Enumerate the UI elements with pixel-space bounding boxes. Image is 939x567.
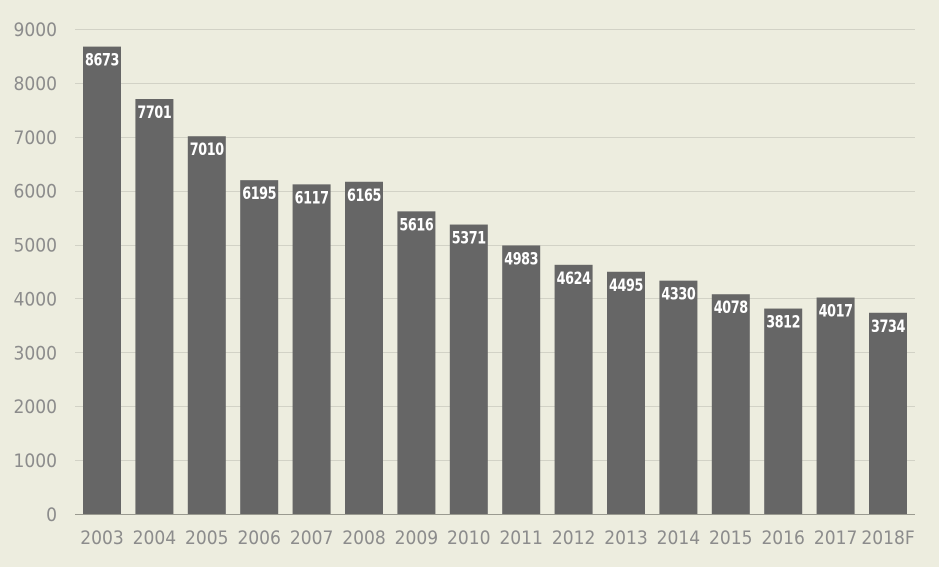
x-tick-label: 2011 [499,527,543,549]
x-tick-label: 2005 [185,527,229,549]
x-tick-label: 2010 [447,527,491,549]
bar-2015 [711,294,750,514]
bar-value-label: 5616 [399,215,433,235]
x-tick-label: 2008 [342,527,386,549]
bars [83,46,907,515]
x-tick-label: 2007 [290,527,334,549]
bar-2006 [240,180,279,515]
y-tick-label: 1000 [14,450,58,472]
bar-2017 [816,297,855,514]
bar-value-label: 7701 [137,103,171,123]
bar-2018F [869,312,907,514]
bar-value-label: 6195 [242,184,276,204]
bar-value-label: 5371 [452,229,486,249]
bar-2013 [607,271,645,514]
y-tick-label: 0 [46,504,57,526]
bar-value-label: 4624 [557,269,591,289]
bar-value-label: 4017 [819,302,853,322]
x-tick-label: 2009 [395,527,439,549]
bar-value-label: 4078 [714,298,748,318]
y-tick-label: 8000 [14,73,58,95]
bar-value-label: 4330 [661,285,695,305]
bar-2007 [292,184,331,514]
bar-value-label: 6165 [347,186,381,206]
bar-2004 [135,99,174,515]
data-labels: 8673 7701 7010 6195 6117 6165 5616 5371 4983 4624… [85,51,906,337]
bar-2016 [764,308,803,514]
y-tick-label: 2000 [14,396,58,418]
bar-value-label: 4495 [609,276,643,296]
x-tick-label: 2017 [814,527,858,549]
x-tick-label: 2006 [237,527,281,549]
y-tick-label: 6000 [14,181,58,203]
bar-value-label: 3734 [871,317,905,337]
x-tick-label: 2016 [761,527,805,549]
bar-2011 [502,245,541,514]
bar-value-label: 6117 [295,188,329,208]
bar-value-label: 8673 [85,51,119,71]
x-axis: 2003 2004 2005 2006 2007 2008 2009 2010 2011 2012… [75,514,915,549]
bar-value-label: 3812 [766,313,800,333]
y-tick-label: 3000 [14,342,58,364]
bar-2012 [554,264,593,514]
bar-value-label: 7010 [190,140,224,160]
x-tick-label: 2013 [604,527,648,549]
bar-2014 [659,280,698,514]
x-tick-label: 2018F [861,527,914,549]
y-tick-label: 9000 [14,19,58,41]
y-axis: 0 1000 2000 3000 4000 5000 6000 7000 8000 9000 [14,19,58,526]
x-tick-label: 2014 [657,527,701,549]
y-tick-label: 7000 [14,127,58,149]
y-tick-label: 5000 [14,235,58,257]
bar-2005 [187,136,226,514]
bar-2010 [449,224,488,514]
x-tick-label: 2015 [709,527,753,549]
bar-2009 [397,211,436,515]
bar-2003 [83,46,121,514]
x-tick-label: 2003 [80,527,124,549]
bar-2008 [345,181,383,514]
x-tick-label: 2012 [552,527,596,549]
bar-value-label: 4983 [504,249,538,269]
x-tick-label: 2004 [133,527,177,549]
y-tick-label: 4000 [14,288,58,310]
